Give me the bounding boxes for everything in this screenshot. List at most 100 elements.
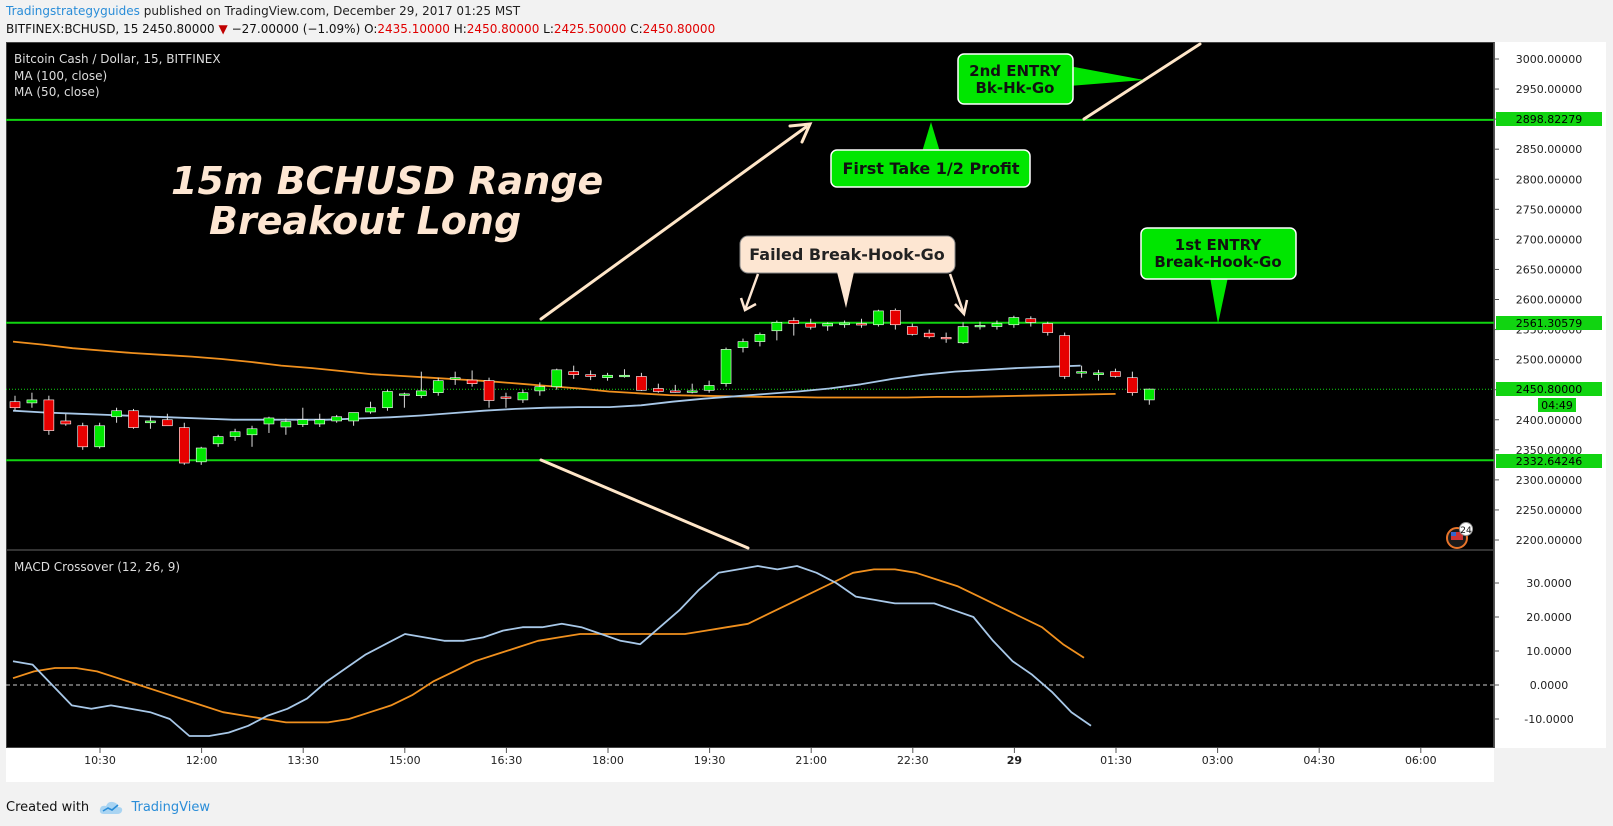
second-entry-title: 2nd ENTRY xyxy=(969,62,1062,80)
candle-body xyxy=(1025,318,1037,323)
price-tick-label: 3000.00000 xyxy=(1516,53,1582,66)
time-tick-label: 01:30 xyxy=(1100,754,1132,767)
candle-body xyxy=(162,419,173,427)
ma50-path xyxy=(12,364,1081,421)
price-tick-label: 2850.00000 xyxy=(1516,143,1582,156)
candle-body xyxy=(585,374,596,377)
countdown-label-bg xyxy=(1538,398,1576,412)
published-text: published on TradingView.com, December 2… xyxy=(143,4,521,18)
candle-body xyxy=(1127,377,1138,393)
ma100-path xyxy=(12,340,1116,399)
candle-body xyxy=(365,407,376,413)
low-value: 2425.50000 xyxy=(553,22,627,36)
badge-count: 24 xyxy=(1460,526,1472,536)
candle-body xyxy=(77,425,89,448)
price-tick-label: 2800.00000 xyxy=(1516,173,1582,186)
second-entry-subtitle: Bk-Hk-Go xyxy=(975,79,1054,97)
second-entry-callout: 2nd ENTRY Bk-Hk-Go xyxy=(957,53,1144,105)
time-tick-label: 12:00 xyxy=(186,754,218,767)
candle-body xyxy=(822,323,833,327)
time-axis-ticks: 10:30 12:00 13:30 15:00 16:30 18:00 19:30 21:00… xyxy=(84,748,1437,767)
badge-count-bg xyxy=(1459,522,1473,536)
time-tick-label: 04:30 xyxy=(1303,754,1335,767)
chart-canvas[interactable]: 3000.000002950.000002900.000002850.00000… xyxy=(6,42,1606,782)
legend-macd: MACD Crossover (12, 26, 9) xyxy=(14,560,180,574)
legend-ma100: MA (100, close) xyxy=(14,69,107,83)
candle-body xyxy=(856,323,867,326)
candle-body xyxy=(568,371,579,375)
candle-body xyxy=(957,326,969,344)
breakout-up-arrow xyxy=(539,125,808,321)
macd-tick-label: -10.0000 xyxy=(1524,713,1573,726)
arrow-head-icon xyxy=(788,122,813,144)
candle-body xyxy=(348,412,359,422)
arrow-head-icon xyxy=(954,299,969,317)
created-with-label: Created with xyxy=(6,800,90,815)
last-price-label-bg xyxy=(1496,382,1602,396)
candle-body xyxy=(1042,323,1054,333)
events-badge[interactable]: 24 xyxy=(1446,522,1473,549)
annotation-title-line2: Breakout Long xyxy=(209,199,521,243)
candle-body xyxy=(43,399,55,431)
candle-body xyxy=(720,349,732,384)
close-label: C: xyxy=(630,22,643,36)
tradingview-link[interactable]: TradingView xyxy=(131,800,210,815)
callout-pointer xyxy=(922,122,940,152)
time-tick-label: 22:30 xyxy=(897,754,929,767)
high-value: 2450.80000 xyxy=(466,22,540,36)
flag-icon-body xyxy=(1451,532,1463,540)
open-value: 2435.10000 xyxy=(377,22,450,36)
candle-body xyxy=(805,323,817,328)
price-labels: 2898.82279 2561.30579 2450.80000 04:49 2… xyxy=(1496,112,1602,468)
candle-body xyxy=(873,310,884,326)
time-tick-label: 15:00 xyxy=(389,754,421,767)
candle-body xyxy=(703,385,715,391)
callout-pointer xyxy=(1210,277,1228,324)
candle-body xyxy=(602,374,613,378)
candle-body xyxy=(314,419,326,425)
time-tick-label: 29 xyxy=(1007,754,1022,767)
author-link[interactable]: Tradingstrategyguides xyxy=(6,4,140,18)
second-target-arrow xyxy=(1082,42,1202,121)
price-tick-label: 2200.00000 xyxy=(1516,534,1582,547)
close-value: 2450.80000 xyxy=(642,22,716,36)
price-tick-label: 2300.00000 xyxy=(1516,474,1582,487)
ohlc-bar: BITFINEX:BCHUSD, 15 2450.80000 ▼ −27.000… xyxy=(6,22,715,36)
callout-box xyxy=(830,149,1031,188)
candle-body xyxy=(432,380,444,393)
price-tick-label: 2350.00000 xyxy=(1516,444,1582,457)
plot-border xyxy=(6,42,1494,748)
candle-body xyxy=(263,417,275,425)
footer: Created with TradingView xyxy=(6,800,210,815)
first-take-label: First Take 1/2 Profit xyxy=(842,159,1019,178)
candle-body xyxy=(991,323,1003,327)
candle-body xyxy=(636,376,647,391)
time-tick-label: 18:00 xyxy=(592,754,624,767)
candle-body xyxy=(551,369,563,387)
macd-pane xyxy=(6,565,1494,737)
low-label: L: xyxy=(543,22,554,36)
range-top-label-bg xyxy=(1496,316,1602,330)
macd-tick-label: 10.0000 xyxy=(1526,645,1572,658)
candle-body xyxy=(246,428,258,436)
candlesticks xyxy=(9,308,1155,465)
first-entry-callout: 1st ENTRY Break-Hook-Go xyxy=(1140,227,1297,324)
candle-body xyxy=(195,447,207,463)
price-tick-label: 2600.00000 xyxy=(1516,294,1582,307)
candle-body xyxy=(906,326,918,335)
range-top-label: 2561.30579 xyxy=(1516,317,1582,330)
high-label: H: xyxy=(453,22,467,36)
candle-body xyxy=(1076,371,1087,374)
candle-body xyxy=(212,436,224,445)
ma50-line xyxy=(12,364,1081,421)
macd-tick-label: 0.0000 xyxy=(1530,679,1569,692)
down-triangle-icon: ▼ xyxy=(218,22,228,36)
candle-body xyxy=(771,322,783,332)
candle-body xyxy=(839,322,850,326)
candle-body xyxy=(890,310,901,326)
arrow-head-icon xyxy=(739,297,757,312)
first-take-profit-callout: First Take 1/2 Profit xyxy=(830,122,1031,188)
candle-body xyxy=(449,377,461,380)
candle-body xyxy=(754,334,766,342)
macd-tick-label: 20.0000 xyxy=(1526,611,1572,624)
